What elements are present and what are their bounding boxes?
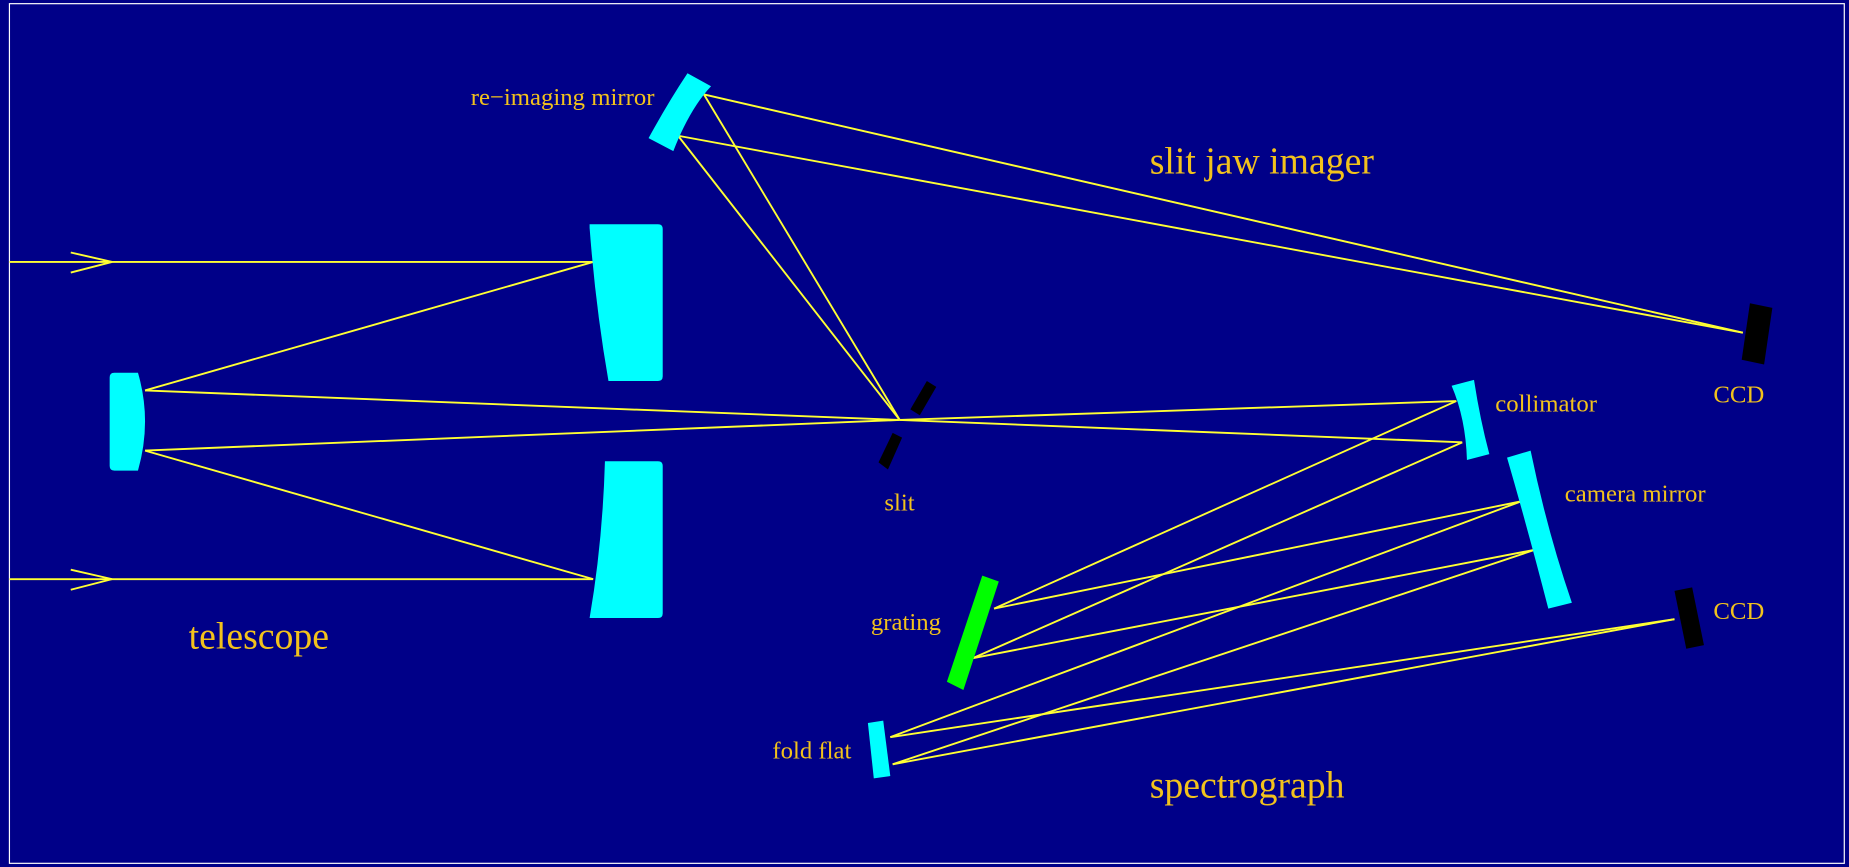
label: fold flat — [772, 737, 851, 764]
label: slit jaw imager — [1150, 140, 1375, 182]
label: slit — [884, 490, 914, 517]
ccd — [1741, 303, 1773, 365]
grating — [946, 575, 999, 690]
label: camera mirror — [1565, 480, 1707, 507]
ray — [677, 135, 901, 421]
collimator — [1451, 379, 1490, 461]
label: telescope — [189, 616, 329, 658]
arrow — [70, 568, 113, 591]
ray — [677, 134, 1744, 334]
ray — [144, 261, 594, 392]
camera-mirror — [1507, 450, 1572, 609]
ray — [993, 400, 1457, 610]
ray — [889, 500, 1522, 739]
ray — [899, 418, 1463, 444]
label: collimator — [1495, 391, 1597, 418]
optics — [109, 73, 1773, 779]
label: spectrograph — [1150, 764, 1345, 806]
ray — [890, 618, 1675, 739]
fold-flat — [867, 720, 891, 779]
label: grating — [871, 609, 941, 636]
ray — [892, 618, 1675, 766]
ray — [972, 548, 1536, 660]
ccd — [1674, 587, 1704, 649]
reimaging-mirror — [648, 73, 712, 152]
slit-jaw — [910, 381, 937, 416]
secondary-mirror — [109, 372, 146, 471]
ray — [993, 500, 1522, 610]
ray — [144, 449, 594, 581]
ray — [899, 400, 1457, 421]
ray — [145, 389, 900, 421]
ray — [703, 93, 901, 421]
ray — [972, 441, 1463, 660]
rays — [9, 93, 1744, 766]
ray — [145, 418, 900, 452]
ray — [892, 548, 1536, 766]
ray — [703, 93, 1744, 334]
primary-mirror-bottom — [589, 461, 663, 619]
label: re−imaging mirror — [471, 84, 655, 111]
arrow — [70, 251, 113, 274]
label: CCD — [1713, 598, 1764, 625]
primary-mirror-top — [589, 224, 663, 382]
labels: re−imaging mirror slit jaw imager telesc… — [189, 84, 1765, 806]
frame — [8, 3, 1845, 864]
label: CCD — [1713, 381, 1764, 408]
slit-jaw — [878, 432, 903, 470]
